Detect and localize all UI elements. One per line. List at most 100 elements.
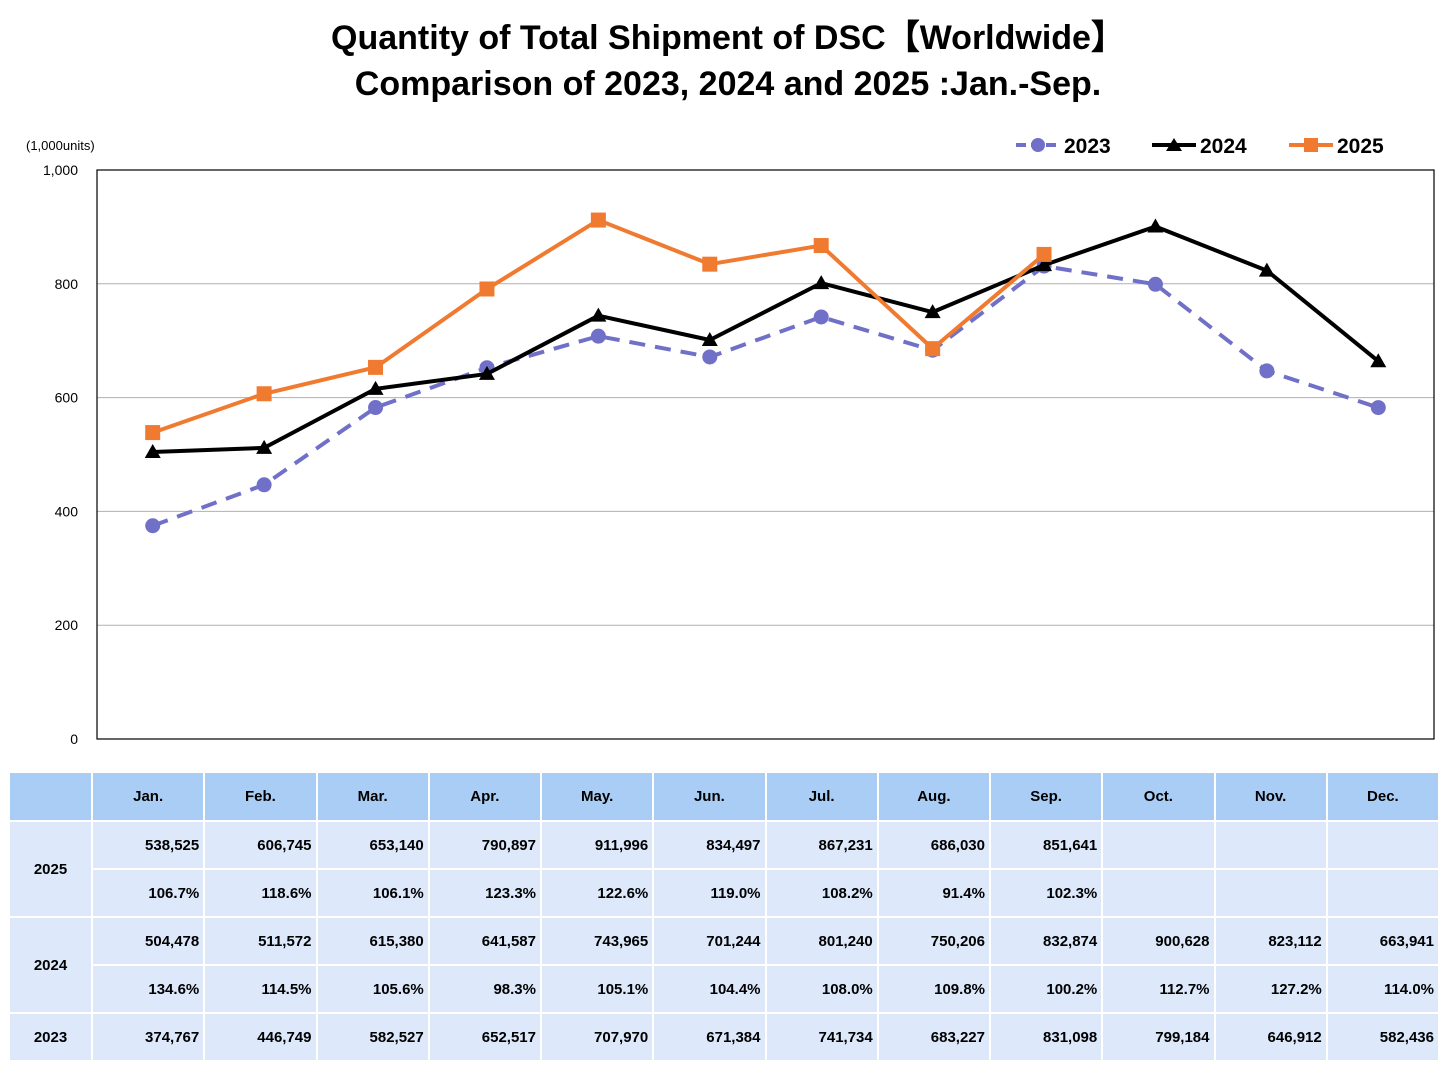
table-ratio-cell: 114.0% [1325,964,1441,1014]
table-ratio-cell: 105.1% [539,964,655,1014]
y-tick-label: 0 [70,731,78,747]
table-value-cell: 743,965 [539,916,655,966]
table-month-header: Feb. [203,771,318,822]
table-month-header: Apr. [427,771,543,822]
table-value-cell: 701,244 [652,916,767,966]
data-point [144,443,161,458]
table-ratio-cell: 104.4% [652,964,767,1014]
data-point [479,281,495,297]
data-table: Jan. Feb. Mar. Apr. May. Jun. Jul. Aug. Sep. Oct.… [8,771,1441,1062]
legend-label: 2024 [1200,135,1247,158]
table-ratio-cell: 134.6% [90,964,206,1014]
table-month-header: Nov. [1213,771,1328,822]
legend-marker [1031,138,1045,152]
table-value-cell [1213,820,1328,870]
table-value-cell: 582,436 [1325,1012,1441,1062]
table-ratio-cell: 109.8% [876,964,992,1014]
table-ratio-cell: 127.2% [1213,964,1328,1014]
table-ratio-cell [1213,868,1328,918]
table-ratio-row: 106.7% 118.6% 106.1% 123.3% 122.6% 119.0% 108.… [9,868,1441,918]
table-month-header: Sep. [988,771,1104,822]
table-ratio-cell: 98.3% [427,964,543,1014]
data-point [145,518,161,534]
data-point [478,365,495,380]
table-value-cell: 823,112 [1213,916,1328,966]
table-year-label: 2024 [8,916,93,1014]
data-point [590,328,606,344]
y-axis-unit-label: (1,000units) [26,138,95,153]
table-value-cell: 707,970 [539,1012,655,1062]
table-ratio-cell: 108.2% [764,868,879,918]
legend-item-2023: 2023 [1016,135,1111,158]
table-ratio-cell: 91.4% [876,868,992,918]
data-point [1147,276,1163,292]
table-value-cell: 671,384 [652,1012,767,1062]
table-value-cell: 663,941 [1325,916,1441,966]
table-value-cell: 832,874 [988,916,1104,966]
table-header-row: Jan. Feb. Mar. Apr. May. Jun. Jul. Aug. Sep. Oct.… [8,771,1441,822]
data-point [1147,218,1164,233]
table-value-cell: 834,497 [652,820,767,870]
table-row: 2024 504,478 511,572 615,380 641,587 743,965 7… [8,916,1441,1014]
table-value-cell: 652,517 [427,1012,543,1062]
table-value-cell: 741,734 [764,1012,879,1062]
data-point [813,238,829,254]
series-line-2023 [152,264,1379,528]
legend-label: 2023 [1064,135,1111,158]
legend-marker [1304,138,1318,152]
table-ratio-cell: 105.6% [315,964,430,1014]
data-point [1259,363,1275,379]
table-value-cell [1101,820,1216,870]
series-2023 [145,258,1386,534]
table-month-header: May. [539,771,655,822]
chart-title: Quantity of Total Shipment of DSC【Worldw… [331,19,1125,57]
data-point [701,331,718,346]
series-2024 [144,218,1387,458]
table-value-cell: 851,641 [988,820,1104,870]
table-value-cell: 653,140 [315,820,430,870]
chart-subtitle: Comparison of 2023, 2024 and 2025 :Jan.-… [354,65,1102,103]
table-value-cell: 799,184 [1101,1012,1216,1062]
data-point [925,341,941,357]
table-ratio-cell: 106.1% [315,868,430,918]
y-tick-label: 600 [55,390,79,406]
table-month-header: Mar. [315,771,430,822]
table-value-cell: 900,628 [1101,916,1216,966]
data-point [1036,246,1052,262]
table-ratio-cell: 112.7% [1101,964,1216,1014]
data-point [813,275,830,290]
table-month-header: Oct. [1101,771,1216,822]
table-ratio-row: 134.6% 114.5% 105.6% 98.3% 105.1% 104.4% 108.0… [9,964,1441,1014]
table-value-cell: 867,231 [764,820,879,870]
table-value-cell: 790,897 [427,820,543,870]
series-line-2024 [152,224,1380,454]
legend: 2023 2024 2025 [1016,135,1384,158]
plot-area [96,169,1435,740]
table-value-cell: 511,572 [203,916,318,966]
data-point [702,256,718,272]
table-ratio-cell: 123.3% [427,868,543,918]
table-value-cell: 750,206 [876,916,992,966]
data-point [1258,262,1275,277]
table-ratio-cell [1325,868,1441,918]
table-ratio-cell: 106.7% [90,868,206,918]
table-value-cell: 504,478 [90,916,206,966]
table-value-cell: 831,098 [988,1012,1104,1062]
series-layer [144,212,1387,534]
data-point [256,477,272,493]
table-month-header: Aug. [876,771,992,822]
table-value-cell: 686,030 [876,820,992,870]
table-ratio-cell: 119.0% [652,868,767,918]
data-point [1036,257,1053,272]
table-value-cell [1325,820,1441,870]
table-month-header: Jun. [652,771,767,822]
table-value-cell: 911,996 [539,820,655,870]
y-tick-label: 200 [55,617,79,633]
data-point [1370,353,1387,368]
table-value-cell: 641,587 [427,916,543,966]
table-value-cell: 446,749 [203,1012,318,1062]
data-point [924,304,941,319]
y-axis-ticks: 0 200 400 600 800 1,000 [43,162,78,747]
table-row: 2025 538,525 606,745 653,140 790,897 911,996 8… [8,820,1441,918]
table-month-header: Jul. [764,771,879,822]
